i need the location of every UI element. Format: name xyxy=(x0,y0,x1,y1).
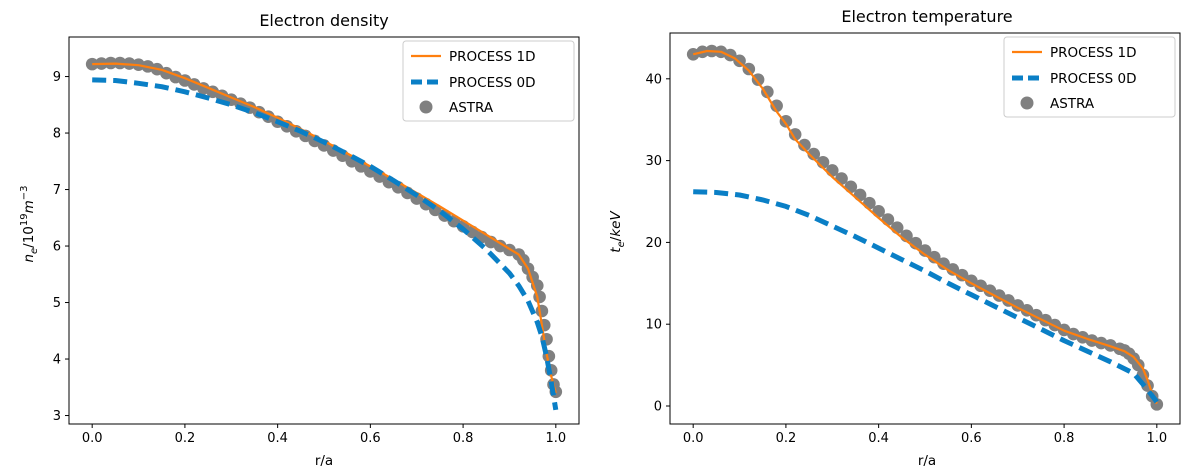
x-tick-label: 0.4 xyxy=(868,431,889,446)
y-tick-label: 10 xyxy=(645,318,662,333)
legend-box xyxy=(1003,36,1176,118)
axes-frame xyxy=(669,32,1181,425)
astra-data-point xyxy=(788,128,802,141)
series-line-process-1d xyxy=(692,49,1158,405)
legend-label-astra: ASTRA xyxy=(1050,96,1095,112)
y-tick-label: 4 xyxy=(53,353,61,368)
x-tick-label: 0.0 xyxy=(683,431,704,446)
axes-frame xyxy=(68,36,580,425)
y-tick-label: 30 xyxy=(645,154,662,169)
astra-data-point xyxy=(751,73,765,86)
legend-label-process-1d: PROCESS 1D xyxy=(1050,45,1137,61)
y-tick-label: 20 xyxy=(645,236,662,251)
legend-label-process-1d: PROCESS 1D xyxy=(449,49,536,65)
legend-label-astra: ASTRA xyxy=(449,100,494,116)
y-tick-label: 6 xyxy=(53,240,61,255)
x-tick-label: 1.0 xyxy=(1146,431,1167,446)
y-tick-label: 5 xyxy=(53,296,61,311)
series-line-process-0d xyxy=(693,189,1159,404)
astra-data-point xyxy=(807,147,821,161)
legend: PROCESS 1D PROCESS 0D ASTRA xyxy=(1003,36,1176,118)
x-tick-label: 0.2 xyxy=(175,431,196,446)
astra-data-point xyxy=(770,99,783,113)
y-tick-label: 8 xyxy=(53,127,61,142)
y-tick-label: 9 xyxy=(53,70,61,85)
x-tick-label: 0.2 xyxy=(776,431,797,446)
chart-title: Electron temperature xyxy=(841,7,1012,26)
astra-data-point xyxy=(535,304,549,318)
x-tick-label: 0.0 xyxy=(82,431,103,446)
legend-marker-astra xyxy=(1020,96,1034,110)
x-tick-label: 0.8 xyxy=(453,431,474,446)
x-tick-label: 0.4 xyxy=(267,431,288,446)
astra-data-point xyxy=(927,250,941,264)
chart-title: Electron density xyxy=(259,11,388,30)
legend-marker-astra xyxy=(419,100,433,114)
y-tick-label: 40 xyxy=(645,72,662,87)
legend-label-process-0d: PROCESS 0D xyxy=(1050,71,1137,87)
series-line-process-0d xyxy=(92,77,559,411)
x-axis-label: r/a xyxy=(918,453,936,469)
astra-data-point xyxy=(798,138,811,152)
astra-data-point xyxy=(742,62,756,76)
temperature-chart-panel: Electron temperature r/a te/keV 0.0 0.2 0.… xyxy=(608,7,1181,469)
legend-label-process-0d: PROCESS 0D xyxy=(449,75,536,91)
astra-data-point xyxy=(946,263,960,276)
astra-data-point xyxy=(918,244,932,257)
x-tick-label: 0.6 xyxy=(961,431,982,446)
astra-data-point xyxy=(955,268,969,282)
x-tick-label: 0.8 xyxy=(1054,431,1075,446)
y-axis-label: te/keV xyxy=(608,210,627,253)
y-axis-label: ne/1019m−3 xyxy=(19,185,40,262)
y-tick-label: 3 xyxy=(53,409,61,424)
x-tick-label: 0.6 xyxy=(360,431,381,446)
x-tick-label: 1.0 xyxy=(545,431,566,446)
astra-data-point xyxy=(85,57,99,71)
astra-data-point xyxy=(937,257,950,270)
legend: PROCESS 1D PROCESS 0D ASTRA xyxy=(402,40,575,122)
x-axis-label: r/a xyxy=(315,453,333,469)
y-tick-label: 0 xyxy=(654,400,662,415)
density-chart-panel: Electron density r/a ne/1019m−3 0.0 0.2 0.… xyxy=(19,11,580,469)
y-tick-label: 7 xyxy=(53,183,61,198)
legend-box xyxy=(402,40,575,122)
astra-data-point xyxy=(761,85,774,99)
